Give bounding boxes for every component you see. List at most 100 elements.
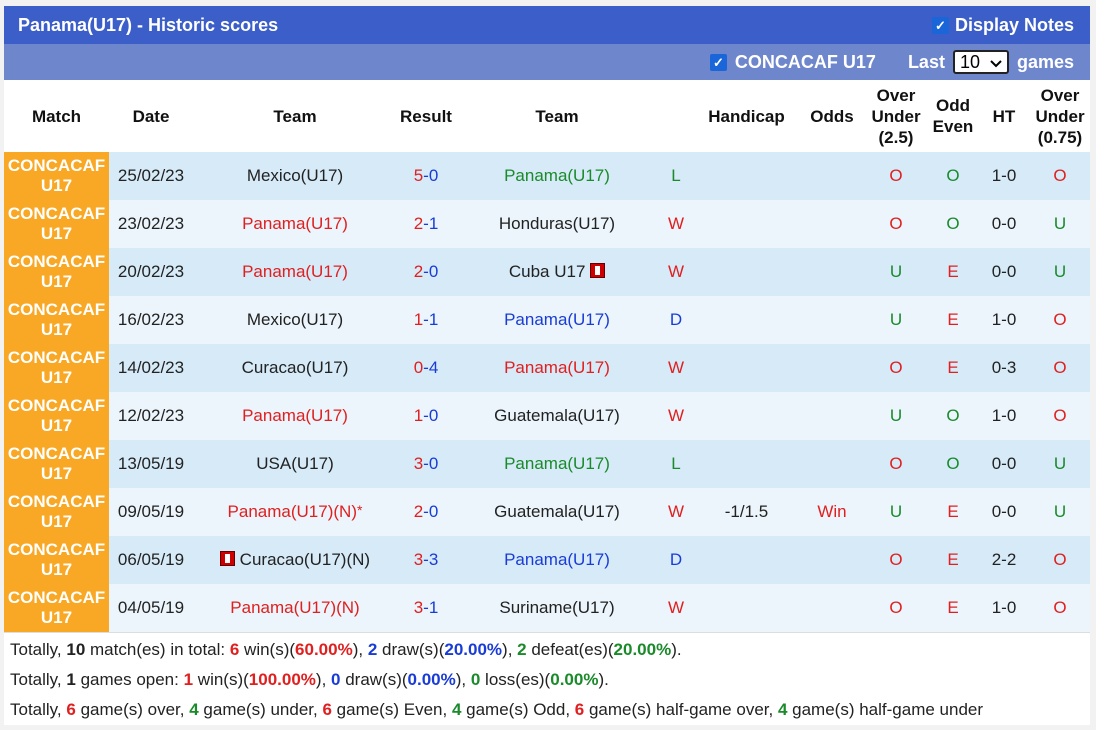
league-cell[interactable]: CONCACAF U17 (4, 200, 109, 248)
result-cell[interactable]: 1-0 (397, 392, 455, 440)
result-cell[interactable]: 1-1 (397, 296, 455, 344)
away-team-cell[interactable]: Panama(U17) (455, 296, 659, 344)
home-team-cell[interactable]: Panama(U17) (193, 248, 397, 296)
away-team-name[interactable]: Panama(U17) (504, 550, 610, 569)
ht-cell: 1-0 (978, 584, 1030, 632)
over-under-half-cell: O (1030, 392, 1090, 440)
league-cell[interactable]: CONCACAF U17 (4, 296, 109, 344)
away-team-cell[interactable]: Panama(U17) (455, 152, 659, 200)
result-cell[interactable]: 3-3 (397, 536, 455, 584)
league-cell[interactable]: CONCACAF U17 (4, 536, 109, 584)
away-team-cell[interactable]: Panama(U17) (455, 440, 659, 488)
over-under-half-cell: O (1030, 584, 1090, 632)
home-team-cell[interactable]: Panama(U17) (193, 200, 397, 248)
result-cell[interactable]: 2-1 (397, 200, 455, 248)
home-team-cell[interactable]: Curacao(U17) (193, 344, 397, 392)
league-filter-checkbox[interactable]: ✓ (709, 53, 727, 71)
home-team-name[interactable]: Panama(U17) (242, 214, 348, 233)
home-team-cell[interactable]: Mexico(U17) (193, 152, 397, 200)
away-team-cell[interactable]: Cuba U17 (455, 248, 659, 296)
odd-even-cell: E (928, 344, 978, 392)
away-team-name[interactable]: Honduras(U17) (498, 214, 616, 233)
result-cell[interactable]: 0-4 (397, 344, 455, 392)
result-cell[interactable]: 3-0 (397, 440, 455, 488)
table-row[interactable]: CONCACAF U17 13/05/19 USA(U17) 3-0 Panama(U17… (4, 440, 1090, 488)
table-row[interactable]: CONCACAF U17 16/02/23 Mexico(U17) 1-1 Panama(… (4, 296, 1090, 344)
away-team-cell[interactable]: Honduras(U17) (455, 200, 659, 248)
home-team-name[interactable]: Curacao(U17) (241, 358, 349, 377)
ht-cell: 0-0 (978, 248, 1030, 296)
table-row[interactable]: CONCACAF U17 14/02/23 Curacao(U17) 0-4 Panama… (4, 344, 1090, 392)
league-cell[interactable]: CONCACAF U17 (4, 344, 109, 392)
away-team-cell[interactable]: Panama(U17) (455, 344, 659, 392)
odds-cell (800, 296, 864, 344)
over-under-half-cell: O (1030, 536, 1090, 584)
away-team-cell[interactable]: Guatemala(U17) (455, 392, 659, 440)
table-row[interactable]: CONCACAF U17 25/02/23 Mexico(U17) 5-0 Panama(… (4, 152, 1090, 200)
away-team-name[interactable]: Guatemala(U17) (494, 406, 620, 425)
home-team-cell[interactable]: Panama(U17)(N)* (193, 488, 397, 536)
result-cell[interactable]: 2-0 (397, 248, 455, 296)
league-cell[interactable]: CONCACAF U17 (4, 488, 109, 536)
odds-cell (800, 152, 864, 200)
last-games-select[interactable]: 10 (952, 50, 1009, 74)
handicap-cell (693, 584, 800, 632)
away-team-name[interactable]: Panama(U17) (504, 358, 610, 377)
odds-cell (800, 536, 864, 584)
summary-matches: Totally, 10 match(es) in total: 6 win(s)… (10, 640, 682, 659)
display-notes-label: Display Notes (954, 14, 1074, 35)
home-team-cell[interactable]: Panama(U17) (193, 392, 397, 440)
league-filter-label: CONCACAF U17 (734, 51, 876, 72)
odd-even-cell: O (928, 440, 978, 488)
home-team-name[interactable]: Panama(U17) (227, 502, 334, 521)
league-cell[interactable]: CONCACAF U17 (4, 248, 109, 296)
home-team-cell[interactable]: Mexico(U17) (193, 296, 397, 344)
league-cell[interactable]: CONCACAF U17 (4, 152, 109, 200)
league-cell[interactable]: CONCACAF U17 (4, 440, 109, 488)
result-cell[interactable]: 3-1 (397, 584, 455, 632)
home-team-cell[interactable]: Curacao(U17)(N) (193, 536, 397, 584)
table-row[interactable]: CONCACAF U17 23/02/23 Panama(U17) 2-1 Hondura… (4, 200, 1090, 248)
home-team-cell[interactable]: USA(U17) (193, 440, 397, 488)
away-team-name[interactable]: Suriname(U17) (499, 598, 615, 617)
away-team-cell[interactable]: Panama(U17) (455, 536, 659, 584)
away-team-name[interactable]: Guatemala(U17) (494, 502, 620, 521)
wdl-cell: W (659, 344, 693, 392)
historic-scores-panel: Panama(U17) - Historic scores ✓ Display … (4, 6, 1090, 725)
away-team-name[interactable]: Panama(U17) (504, 166, 610, 185)
home-team-name[interactable]: Panama(U17) (242, 262, 348, 281)
result-cell[interactable]: 2-0 (397, 488, 455, 536)
over-under-cell: O (864, 344, 928, 392)
league-cell[interactable]: CONCACAF U17 (4, 392, 109, 440)
home-team-name[interactable]: Panama(U17) (242, 406, 348, 425)
date-cell: 04/05/19 (109, 584, 193, 632)
over-under-half-cell: O (1030, 296, 1090, 344)
col-odds: Odds (810, 106, 854, 126)
away-team-name[interactable]: Cuba U17 (508, 262, 586, 281)
away-team-cell[interactable]: Guatemala(U17) (455, 488, 659, 536)
handicap-cell: -1/1.5 (693, 488, 800, 536)
col-match: Match (31, 106, 82, 126)
last-label: Last (907, 51, 945, 72)
away-team-cell[interactable]: Suriname(U17) (455, 584, 659, 632)
home-team-name[interactable]: Panama(U17) (230, 598, 337, 617)
display-notes-toggle[interactable]: ✓ Display Notes (931, 14, 1074, 36)
home-team-name[interactable]: Mexico(U17) (246, 166, 344, 185)
col-away-team: Team (535, 106, 579, 126)
league-cell[interactable]: CONCACAF U17 (4, 584, 109, 632)
table-row[interactable]: CONCACAF U17 04/05/19 Panama(U17)(N) 3-1 Suri… (4, 584, 1090, 632)
home-team-name[interactable]: Curacao(U17) (239, 550, 347, 569)
home-team-cell[interactable]: Panama(U17)(N) (193, 584, 397, 632)
home-team-name[interactable]: Mexico(U17) (246, 310, 344, 329)
over-under-half-cell: O (1030, 152, 1090, 200)
away-team-name[interactable]: Panama(U17) (504, 310, 610, 329)
table-row[interactable]: CONCACAF U17 09/05/19 Panama(U17)(N)* 2-0 Gua… (4, 488, 1090, 536)
table-row[interactable]: CONCACAF U17 06/05/19 Curacao(U17)(N) 3-3 Pa… (4, 536, 1090, 584)
result-cell[interactable]: 5-0 (397, 152, 455, 200)
summary-open-games: Totally, 1 games open: 1 win(s)(100.00%)… (10, 670, 609, 689)
table-row[interactable]: CONCACAF U17 12/02/23 Panama(U17) 1-0 Guatema… (4, 392, 1090, 440)
display-notes-checkbox[interactable]: ✓ (931, 16, 949, 34)
away-team-name[interactable]: Panama(U17) (504, 454, 610, 473)
table-row[interactable]: CONCACAF U17 20/02/23 Panama(U17) 2-0 Cuba U1… (4, 248, 1090, 296)
home-team-name[interactable]: USA(U17) (256, 454, 334, 473)
